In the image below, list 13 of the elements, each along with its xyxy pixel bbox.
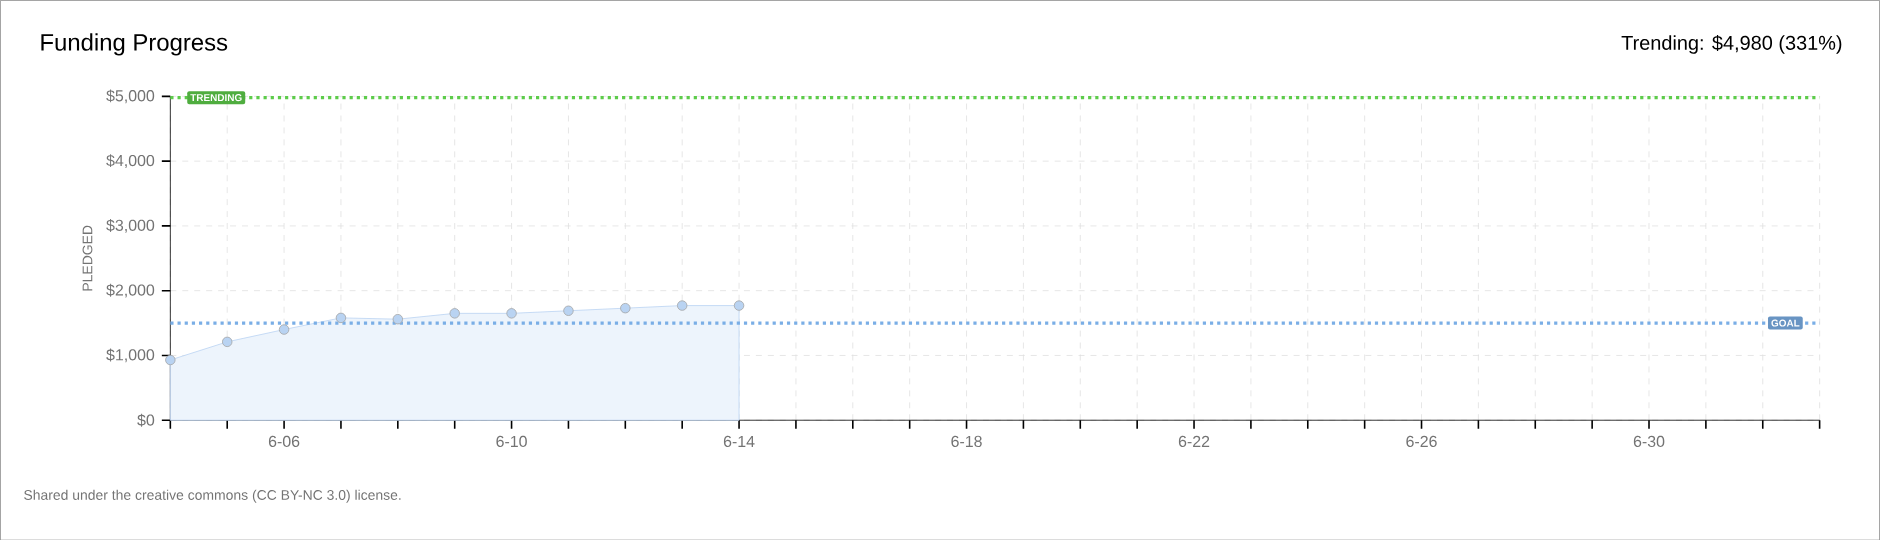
point — [677, 300, 688, 311]
point — [563, 305, 574, 316]
point — [392, 313, 403, 325]
point — [335, 312, 347, 323]
chart-title: Funding Progress — [41, 32, 228, 56]
point — [506, 307, 517, 319]
point — [620, 302, 631, 314]
point — [733, 300, 745, 311]
point — [278, 324, 290, 335]
point — [449, 307, 460, 319]
point — [222, 336, 233, 347]
chart-subtitle: Trending: $4,980 (331%) — [1621, 34, 1842, 54]
point — [165, 354, 176, 365]
